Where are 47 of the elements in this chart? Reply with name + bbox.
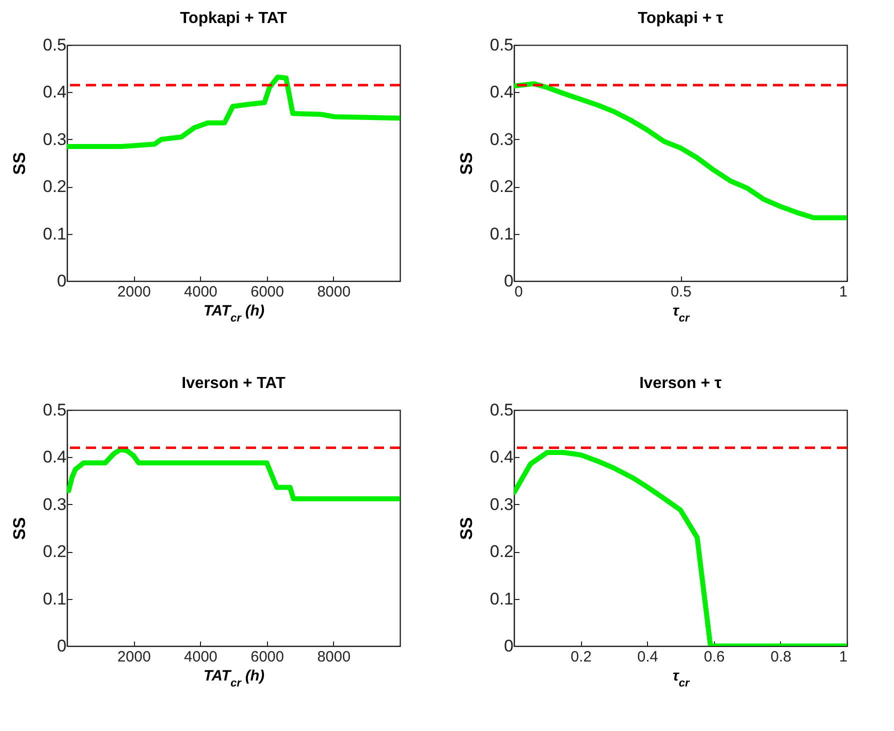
x-tick-label: 6000: [250, 648, 284, 666]
chart-title: Iverson + TAT: [182, 375, 286, 392]
y-tick-label: 0.2: [42, 177, 66, 196]
y-axis-title: SS: [10, 152, 29, 175]
x-tick-label: 0.8: [770, 648, 792, 666]
y-tick-label: 0.5: [490, 36, 514, 54]
x-axis-title: TAT$_{cr}$ (h): [204, 668, 264, 690]
x-axis-title: τ$_{cr}$: [672, 668, 690, 690]
y-tick-label: 0.5: [490, 400, 514, 420]
x-tick-label: 0.2: [570, 648, 592, 666]
x-tick-label: 0.6: [704, 648, 725, 666]
y-axis-title: SS: [456, 152, 476, 175]
x-tick-label: 2000: [117, 648, 151, 666]
x-tick-label: 1: [839, 648, 848, 666]
y-tick-label: 0.2: [490, 542, 514, 562]
x-tick-label: 8000: [317, 284, 351, 300]
y-tick-label: 0.3: [42, 130, 66, 149]
x-tick-label: 2000: [117, 284, 151, 300]
x-tick-label: 1: [839, 284, 848, 300]
y-tick-label: 0.5: [42, 400, 66, 420]
y-tick-label: 0.1: [42, 224, 66, 244]
y-tick-label: 0.1: [490, 224, 514, 244]
y-tick-label: 0.3: [490, 130, 514, 149]
x-axis-title: τ$_{cr}$: [672, 302, 690, 324]
x-tick-label: 8000: [317, 648, 351, 666]
y-tick-label: 0.4: [490, 82, 514, 102]
y-tick-label: 0.4: [490, 448, 514, 467]
y-tick-label: 0.4: [42, 82, 66, 102]
chart-title: Topkapi + τ: [638, 10, 724, 27]
y-tick-label: 0.2: [42, 542, 66, 562]
x-tick-label: 0.4: [637, 648, 658, 666]
x-axis-title: TAT$_{cr}$ (h): [204, 302, 264, 324]
y-tick-label: 0.3: [42, 494, 66, 514]
y-axis-title: SS: [456, 517, 476, 540]
y-tick-label: 0.1: [42, 589, 66, 608]
y-tick-label: 0.2: [490, 177, 514, 196]
x-tick-label: 4000: [184, 284, 218, 300]
y-tick-label: 0.1: [490, 589, 514, 608]
x-tick-label: 0.5: [670, 284, 692, 300]
y-tick-label: 0.3: [490, 494, 514, 514]
x-tick-label: 6000: [250, 284, 284, 300]
y-tick-label: 0.4: [42, 448, 66, 467]
y-axis-title: SS: [10, 517, 29, 540]
chart-title: Topkapi + TAT: [180, 10, 288, 27]
y-tick-label: 0.5: [42, 36, 66, 54]
chart-title: Iverson + τ: [639, 375, 722, 392]
x-tick-label: 4000: [184, 648, 218, 666]
